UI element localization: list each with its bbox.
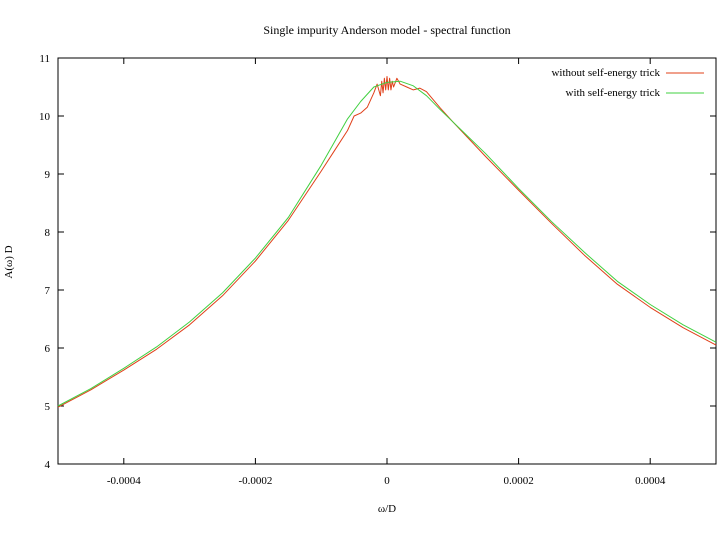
legend-label-with-trick: with self-energy trick [566,87,661,99]
chart-title: Single impurity Anderson model - spectra… [263,23,510,37]
x-tick-label: 0 [384,475,390,487]
legend-label-without-trick: without self-energy trick [551,67,660,79]
y-axis-ticks: 4 5 6 7 8 9 10 11 [39,53,716,471]
y-tick-label: 4 [45,459,51,471]
y-tick-label: 11 [39,53,50,65]
x-tick-label: -0.0004 [107,475,141,487]
series-lines [57,76,717,408]
y-tick-label: 5 [45,401,51,413]
y-axis-label: A(ω) D [3,245,15,278]
y-tick-label: 8 [45,227,51,239]
x-axis-ticks: -0.0004 -0.0002 0 0.0002 0.0004 [107,58,666,487]
x-tick-label: 0.0004 [635,475,666,487]
x-axis-label: ω/D [378,503,396,515]
y-tick-label: 9 [45,169,51,181]
legend: without self-energy trick with self-ener… [551,67,704,99]
series-line-without-trick [57,76,717,408]
plot-frame [57,57,717,465]
y-tick-label: 10 [39,111,51,123]
y-tick-label: 6 [45,343,51,355]
x-tick-label: 0.0002 [503,475,533,487]
x-tick-label: -0.0002 [238,475,272,487]
series-line-with-trick [57,80,717,407]
y-tick-label: 7 [45,285,51,297]
